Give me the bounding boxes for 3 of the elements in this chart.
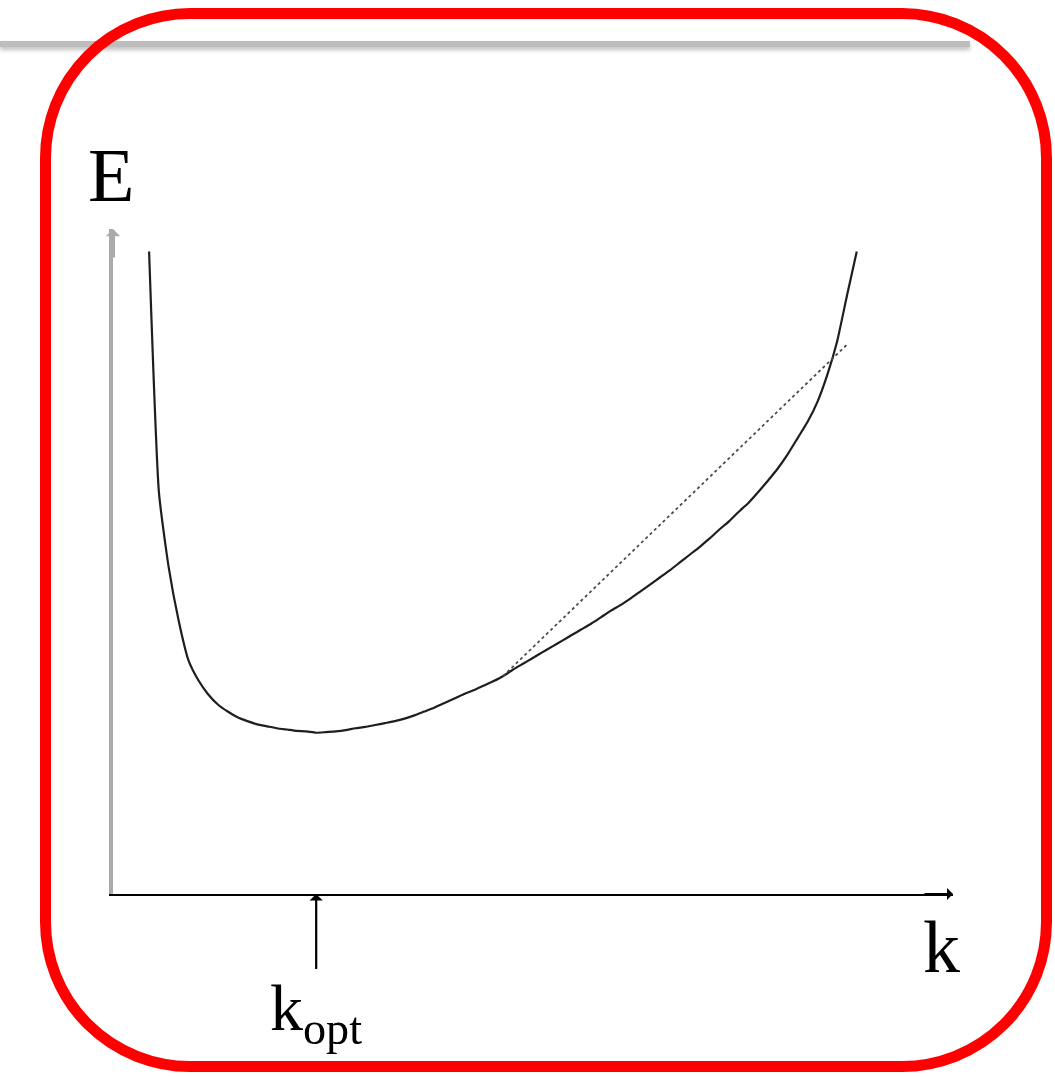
text: k$_{opt}$: [270, 971, 363, 1054]
y-axis-title: E: [88, 133, 135, 217]
x-axis-title: k: [923, 906, 960, 988]
